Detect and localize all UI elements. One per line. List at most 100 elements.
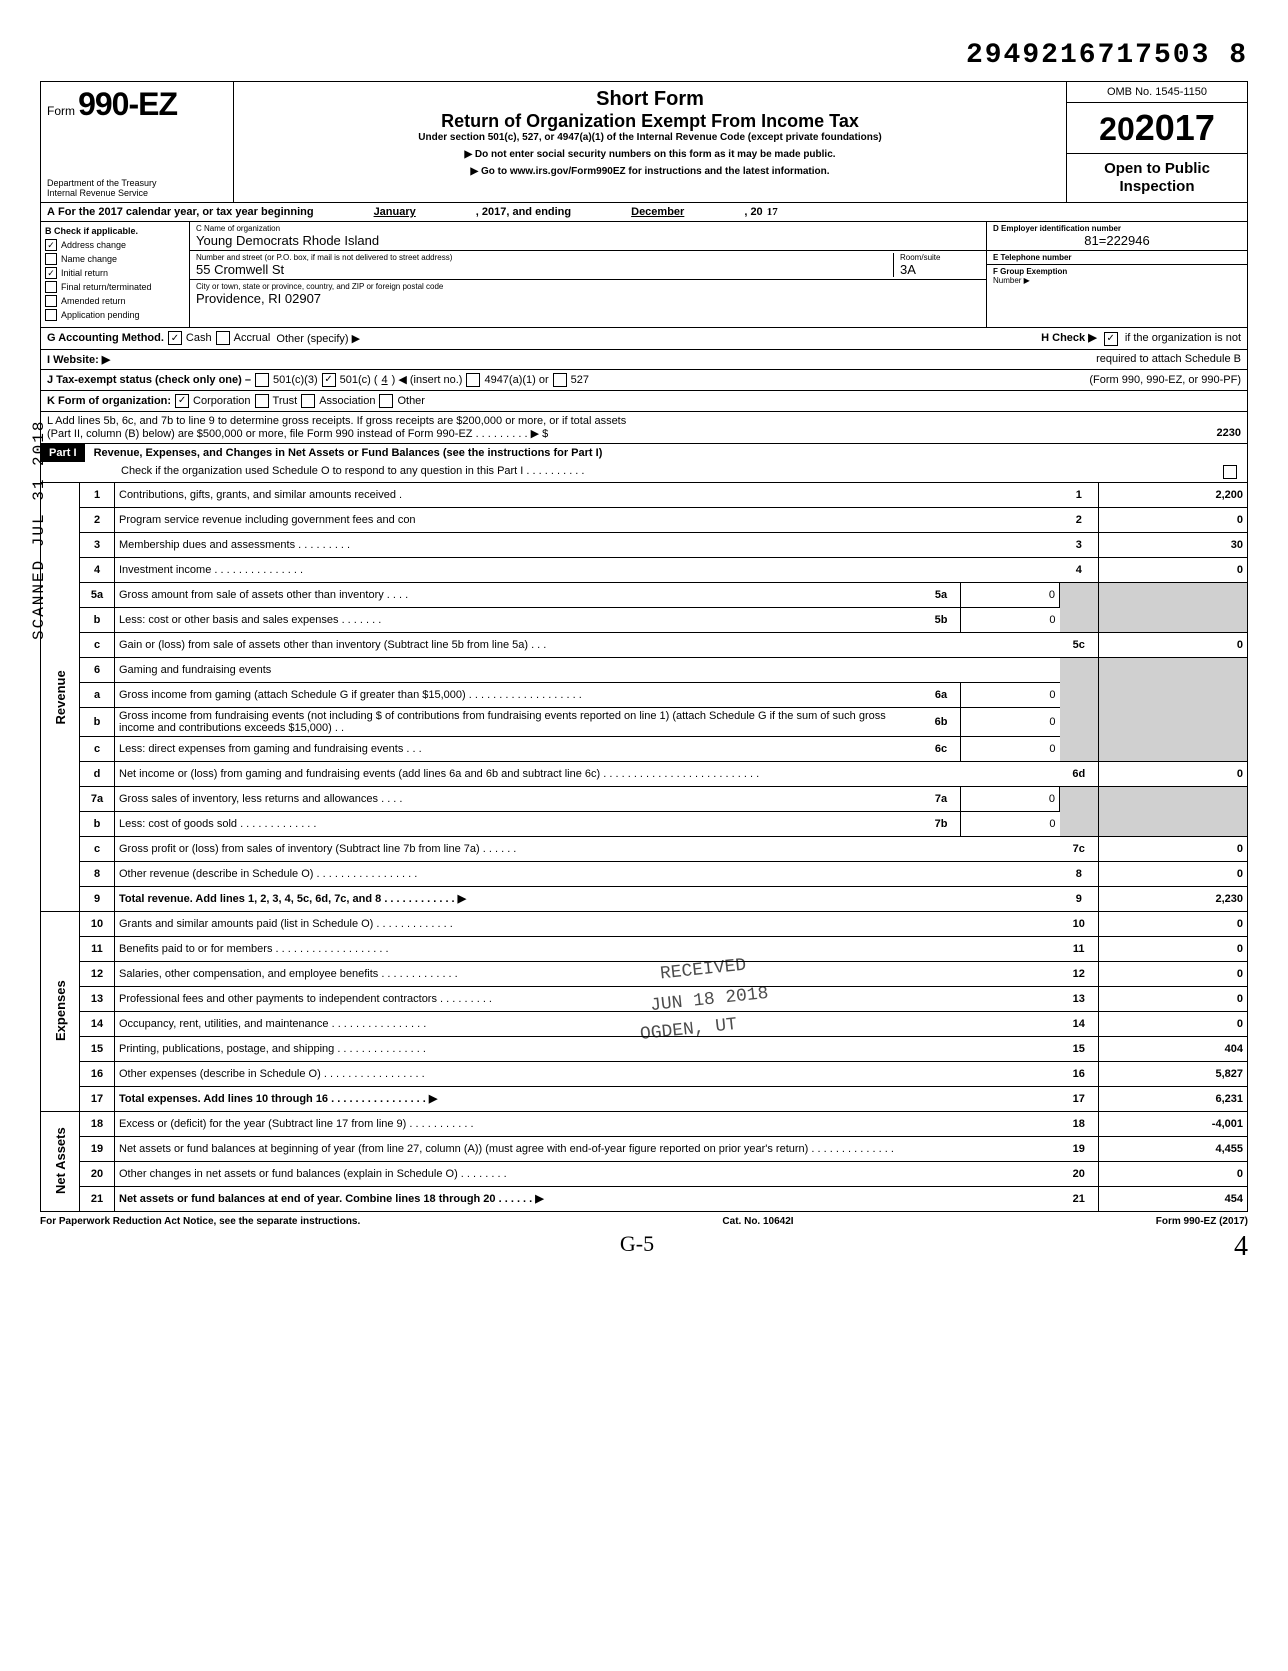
row-k-org-form: K Form of organization: ✓Corporation Tru…	[40, 391, 1248, 412]
city-val: Providence, RI 02907	[196, 291, 980, 306]
row-a-text: For the 2017 calendar year, or tax year …	[58, 206, 314, 218]
omb-number: OMB No. 1545-1150	[1067, 82, 1247, 103]
dept-treasury: Department of the Treasury	[47, 178, 227, 188]
return-title: Return of Organization Exempt From Incom…	[240, 111, 1060, 132]
line-6d: d Net income or (loss) from gaming and f…	[41, 761, 1248, 786]
document-number: 2949216717503 8	[40, 40, 1248, 71]
lines-table: Revenue 1 Contributions, gifts, grants, …	[40, 483, 1248, 1212]
line-20: 20 Other changes in net assets or fund b…	[41, 1161, 1248, 1186]
form-label-block: Form 990-EZ Department of the Treasury I…	[41, 82, 234, 202]
row-a-tax-year: A For the 2017 calendar year, or tax yea…	[40, 203, 1248, 222]
line-15: 15 Printing, publications, postage, and …	[41, 1036, 1248, 1061]
ein-label: D Employer identification number	[993, 224, 1241, 233]
street-address: 55 Cromwell St	[196, 262, 893, 277]
chk-cash[interactable]: ✓	[168, 331, 182, 345]
footer-row: For Paperwork Reduction Act Notice, see …	[40, 1212, 1248, 1231]
chk-501c3[interactable]	[255, 373, 269, 387]
expenses-section-label: Expenses	[41, 911, 80, 1111]
line-11: 11 Benefits paid to or for members . . .…	[41, 936, 1248, 961]
chk-final-return[interactable]: Final return/terminated	[45, 281, 185, 293]
line-9: 9 Total revenue. Add lines 1, 2, 3, 4, 5…	[41, 886, 1248, 911]
row-i-website: I Website: ▶ required to attach Schedule…	[40, 350, 1248, 370]
footer-mid: Cat. No. 10642I	[722, 1216, 793, 1227]
end-month: December	[631, 206, 684, 218]
hand-4: 4	[1234, 1231, 1248, 1263]
line-7a: 7a Gross sales of inventory, less return…	[41, 786, 1248, 811]
line-17: 17 Total expenses. Add lines 10 through …	[41, 1086, 1248, 1111]
line-3: 3 Membership dues and assessments . . . …	[41, 532, 1248, 557]
group-exempt-label: F Group Exemption	[993, 267, 1241, 276]
group-exempt-number: Number ▶	[993, 276, 1241, 285]
line-1: Revenue 1 Contributions, gifts, grants, …	[41, 483, 1248, 508]
instruction-url: ▶ Go to www.irs.gov/Form990EZ for instru…	[240, 166, 1060, 177]
chk-accrual[interactable]	[216, 331, 230, 345]
footer-right: Form 990-EZ (2017)	[1156, 1216, 1248, 1227]
short-form-title: Short Form	[240, 88, 1060, 111]
chk-trust[interactable]	[255, 394, 269, 408]
line-6: 6 Gaming and fundraising events	[41, 657, 1248, 682]
right-block: OMB No. 1545-1150 202017 Open to Public …	[1067, 82, 1247, 202]
chk-assoc[interactable]	[301, 394, 315, 408]
form-container: SCANNED JUL 31 2018 2949216717503 8 Form…	[40, 40, 1248, 1263]
line-19: 19 Net assets or fund balances at beginn…	[41, 1136, 1248, 1161]
begin-month: January	[374, 206, 416, 218]
chk-amended[interactable]: Amended return	[45, 295, 185, 307]
line-10: Expenses 10 Grants and similar amounts p…	[41, 911, 1248, 936]
netassets-section-label: Net Assets	[41, 1111, 80, 1211]
line-14: 14 Occupancy, rent, utilities, and maint…	[41, 1011, 1248, 1036]
line-18: Net Assets 18 Excess or (deficit) for th…	[41, 1111, 1248, 1136]
sub-title: Under section 501(c), 527, or 4947(a)(1)…	[240, 132, 1060, 143]
city-label: City or town, state or province, country…	[196, 282, 980, 291]
part1-check-line: Check if the organization used Schedule …	[121, 465, 584, 479]
501c-insert: 4	[382, 374, 388, 386]
j-label: J Tax-exempt status (check only one) –	[47, 374, 251, 386]
h-text2: required to attach Schedule B	[1096, 353, 1241, 365]
row-a-year-hand: 17	[767, 206, 778, 218]
phone-label: E Telephone number	[993, 253, 1241, 262]
chk-other[interactable]	[379, 394, 393, 408]
col-right: D Employer identification number 81=2229…	[987, 222, 1247, 327]
i-label: I Website: ▶	[47, 353, 110, 366]
name-label: C Name of organization	[196, 224, 980, 233]
footer-left: For Paperwork Reduction Act Notice, see …	[40, 1216, 360, 1227]
chk-h[interactable]: ✓	[1104, 332, 1118, 346]
chk-527[interactable]	[553, 373, 567, 387]
chk-schedule-o[interactable]	[1223, 465, 1237, 479]
h-text: if the organization is not	[1125, 332, 1241, 344]
chk-4947[interactable]	[466, 373, 480, 387]
h-text3: (Form 990, 990-EZ, or 990-PF)	[1089, 374, 1241, 386]
line-4: 4 Investment income . . . . . . . . . . …	[41, 557, 1248, 582]
k-label: K Form of organization:	[47, 395, 171, 407]
addr-label: Number and street (or P.O. box, if mail …	[196, 253, 893, 262]
chk-name-change[interactable]: Name change	[45, 253, 185, 265]
row-l-gross-receipts: L Add lines 5b, 6c, and 7b to line 9 to …	[40, 412, 1248, 444]
col-b-checkboxes: B Check if applicable. ✓Address change N…	[41, 222, 190, 327]
ein-val: 81=222946	[993, 233, 1241, 248]
chk-address-change[interactable]: ✓Address change	[45, 239, 185, 251]
line-2: 2 Program service revenue including gove…	[41, 507, 1248, 532]
row-a-mid: , 2017, and ending	[476, 206, 571, 218]
room-val: 3A	[900, 262, 980, 277]
l-text1: L Add lines 5b, 6c, and 7b to line 9 to …	[47, 415, 1241, 427]
part1-header-row: Part I Revenue, Expenses, and Changes in…	[40, 444, 1248, 483]
l-val: 2230	[1217, 427, 1241, 440]
tax-year: 202017	[1067, 103, 1247, 154]
open-to-public: Open to Public Inspection	[1067, 154, 1247, 202]
part1-title: Revenue, Expenses, and Changes in Net As…	[88, 444, 609, 462]
row-a-suffix: , 20	[744, 206, 762, 218]
line-7c: c Gross profit or (loss) from sales of i…	[41, 836, 1248, 861]
line-21: 21 Net assets or fund balances at end of…	[41, 1186, 1248, 1211]
col-c-org-info: C Name of organization Young Democrats R…	[190, 222, 987, 327]
line-12: 12 Salaries, other compensation, and emp…	[41, 961, 1248, 986]
l-text2: (Part II, column (B) below) are $500,000…	[47, 427, 548, 440]
row-g-accounting: G Accounting Method. ✓Cash Accrual Other…	[40, 328, 1248, 350]
form-header: Form 990-EZ Department of the Treasury I…	[40, 81, 1248, 203]
info-grid: B Check if applicable. ✓Address change N…	[40, 222, 1248, 328]
chk-corp[interactable]: ✓	[175, 394, 189, 408]
chk-app-pending[interactable]: Application pending	[45, 309, 185, 321]
hand-g5: G-5	[620, 1231, 654, 1257]
chk-initial-return[interactable]: ✓Initial return	[45, 267, 185, 279]
g-label: G Accounting Method.	[47, 332, 164, 344]
line-8: 8 Other revenue (describe in Schedule O)…	[41, 861, 1248, 886]
chk-501c[interactable]: ✓	[322, 373, 336, 387]
